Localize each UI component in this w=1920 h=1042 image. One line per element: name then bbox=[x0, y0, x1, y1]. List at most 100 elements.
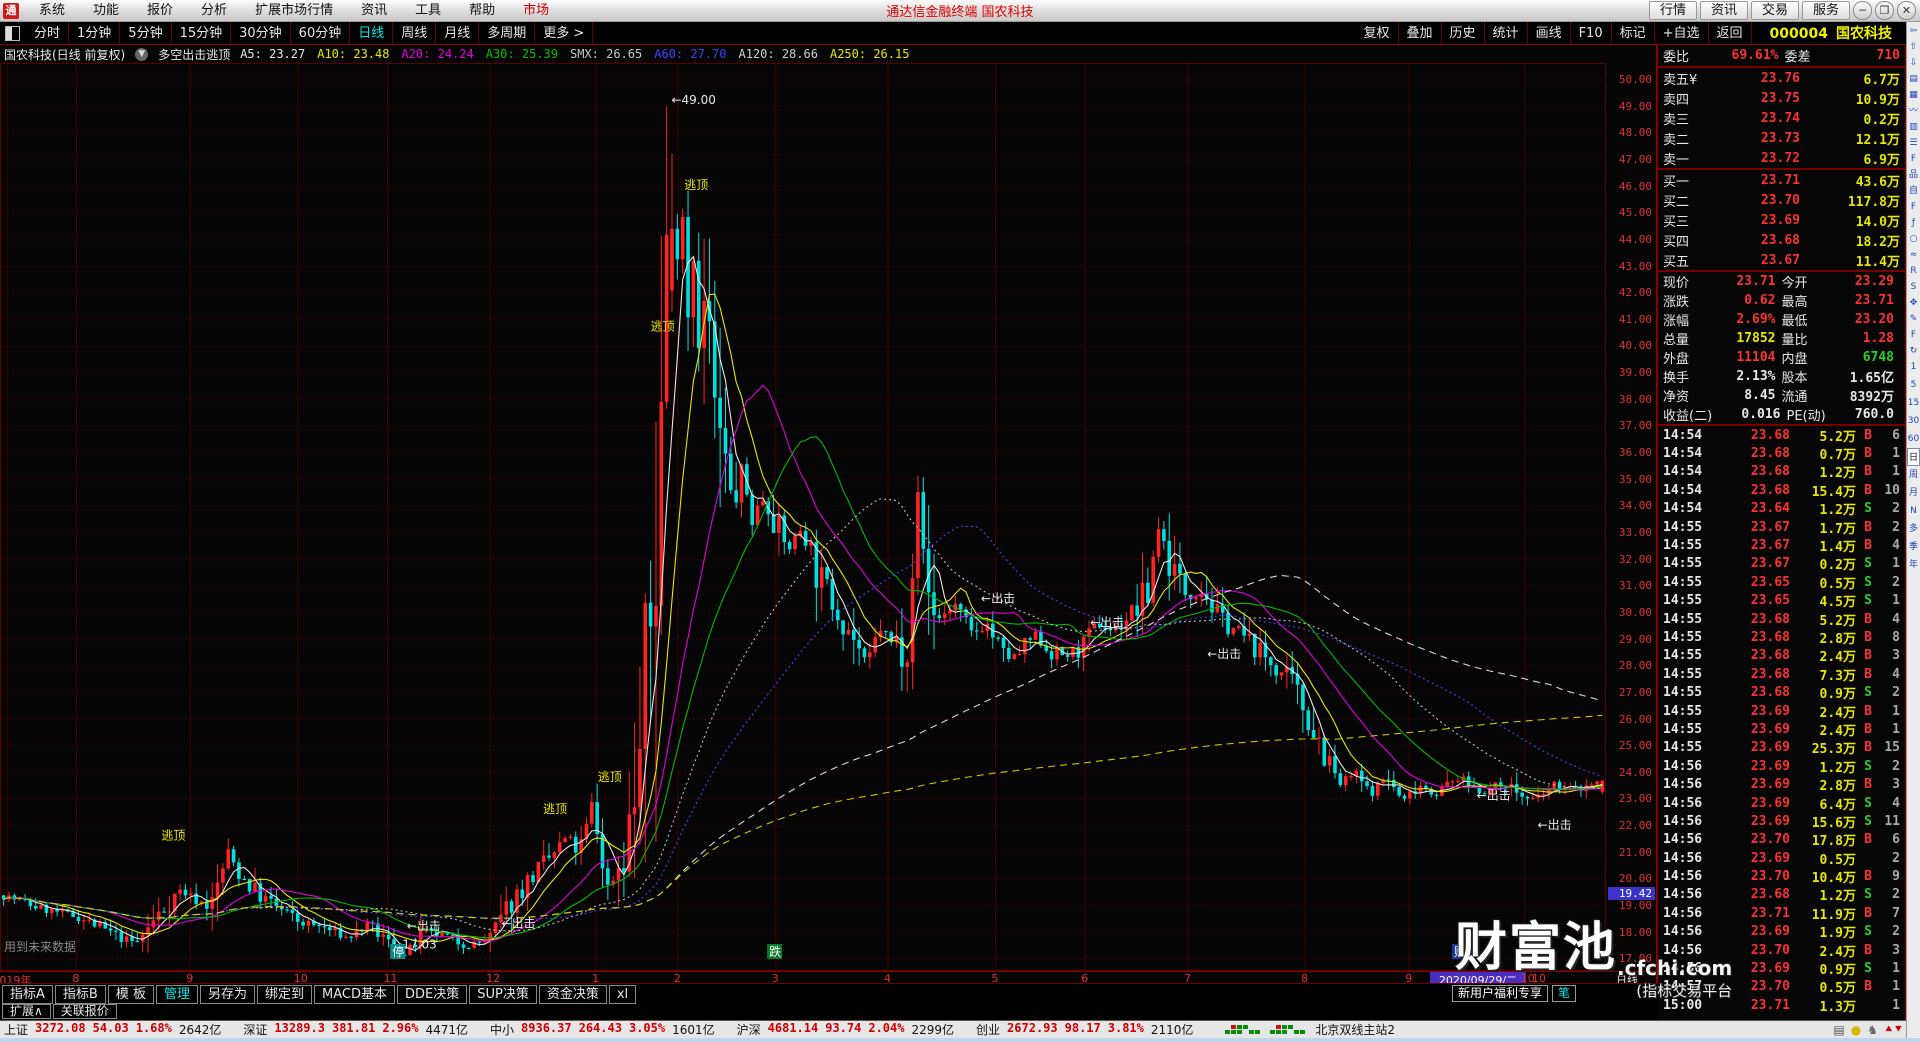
updown-icon[interactable]: ⯅⯆ bbox=[1883, 1022, 1904, 1036]
restore-button[interactable]: ❐ bbox=[1875, 1, 1894, 20]
strip-icon[interactable]: F bbox=[1910, 330, 1917, 340]
indicator-tab-资金决策[interactable]: 资金决策 bbox=[538, 984, 607, 1004]
action-tab-统计[interactable]: 统计 bbox=[1485, 21, 1528, 45]
period-tab-5分钟[interactable]: 5分钟 bbox=[120, 21, 172, 45]
period-tab-30分钟[interactable]: 30分钟 bbox=[231, 21, 291, 45]
strip-period-季[interactable]: 季 bbox=[1908, 542, 1918, 552]
action-tab-标记[interactable]: 标记 bbox=[1612, 21, 1655, 45]
menu-item-帮助[interactable]: 帮助 bbox=[469, 2, 496, 18]
strip-icon[interactable]: R bbox=[1910, 266, 1917, 276]
period-tab-分时[interactable]: 分时 bbox=[26, 21, 70, 45]
strip-period-年[interactable]: 年 bbox=[1908, 560, 1918, 570]
close-button[interactable]: ✕ bbox=[1897, 1, 1916, 20]
minimize-button[interactable]: ─ bbox=[1853, 1, 1872, 20]
heat-cell bbox=[1255, 1030, 1261, 1034]
action-tab-F10[interactable]: F10 bbox=[1571, 21, 1612, 45]
titlebar-button-服务[interactable]: 服务 bbox=[1801, 1, 1850, 20]
strip-period-周[interactable]: 周 bbox=[1908, 470, 1918, 480]
back-arrow-icon[interactable]: ⇦ bbox=[1909, 26, 1918, 36]
strip-icon[interactable]: ▦ bbox=[1909, 90, 1918, 100]
strip-period-N[interactable]: N bbox=[1910, 506, 1917, 516]
action-tab-历史[interactable]: 历史 bbox=[1442, 21, 1485, 45]
menu-item-分析[interactable]: 分析 bbox=[201, 2, 228, 18]
strip-icon[interactable]: ▥ bbox=[1909, 122, 1918, 132]
indicator-tab-模 板[interactable]: 模 板 bbox=[107, 984, 154, 1004]
strip-icon[interactable]: ☰ bbox=[1909, 138, 1918, 148]
extension-tab-关联报价[interactable]: 关联报价 bbox=[52, 1004, 117, 1019]
titlebar-button-交易[interactable]: 交易 bbox=[1750, 1, 1799, 20]
menu-item-报价[interactable]: 报价 bbox=[147, 2, 174, 18]
period-tab-更多 >[interactable]: 更多 > bbox=[535, 21, 594, 45]
titlebar-button-行情[interactable]: 行情 bbox=[1648, 1, 1697, 20]
strip-icon[interactable]: ▤ bbox=[1909, 74, 1918, 84]
collapse-icon[interactable]: ▼ bbox=[135, 47, 149, 61]
indicator-tab-指标B[interactable]: 指标B bbox=[54, 984, 106, 1004]
indicator-tab-MACD基本[interactable]: MACD基本 bbox=[314, 984, 395, 1004]
strip-period-多[interactable]: 多 bbox=[1908, 524, 1918, 534]
weicha-value: 710 bbox=[1876, 48, 1900, 63]
list-icon[interactable]: ▤ bbox=[1833, 1022, 1845, 1037]
indicator-tab-DDE决策[interactable]: DDE决策 bbox=[396, 984, 468, 1004]
strip-icon[interactable]: 〰 bbox=[1908, 106, 1918, 116]
strip-icon[interactable]: F bbox=[1910, 202, 1917, 212]
bell-icon[interactable]: ♞ bbox=[1867, 1022, 1878, 1037]
period-tab-日线[interactable]: 日线 bbox=[350, 21, 394, 45]
strip-icon[interactable]: F bbox=[1910, 154, 1917, 164]
kline-plot[interactable]: ←49.00 逃顶 逃顶 逃顶 逃顶 逃顶 ←出击 ←出击 ←出击 ←出击 ←出击 ←出击 ←17.03… bbox=[0, 63, 1606, 971]
strip-icon[interactable]: ⇩ bbox=[1909, 58, 1918, 68]
menu-item-工具[interactable]: 工具 bbox=[415, 2, 442, 18]
strip-icon[interactable]: ✥ bbox=[1909, 298, 1918, 308]
indicator-tab-SUP决策[interactable]: SUP决策 bbox=[469, 984, 537, 1004]
indicator-tab-绑定到[interactable]: 绑定到 bbox=[257, 984, 313, 1004]
panel-toggle-icon[interactable] bbox=[5, 25, 20, 41]
promo-banner[interactable]: 新用户福利专享 bbox=[1452, 985, 1549, 1002]
action-tab-+自选[interactable]: +自选 bbox=[1655, 21, 1709, 45]
strip-icon[interactable]: ⇧ bbox=[1909, 42, 1918, 52]
coin-icon[interactable]: ● bbox=[1850, 1022, 1862, 1037]
strip-period-月[interactable]: 月 bbox=[1908, 488, 1918, 498]
promo-tab[interactable]: 笔 bbox=[1552, 985, 1577, 1002]
extension-tab-扩展∧[interactable]: 扩展∧ bbox=[2, 1004, 51, 1019]
strip-period-1[interactable]: 1 bbox=[1910, 362, 1917, 372]
strip-icon[interactable]: ✎ bbox=[1909, 314, 1918, 324]
action-tab-画线[interactable]: 画线 bbox=[1528, 21, 1571, 45]
strip-period-5[interactable]: 5 bbox=[1910, 380, 1917, 390]
strip-period-30[interactable]: 30 bbox=[1907, 416, 1920, 426]
strip-period-60[interactable]: 60 bbox=[1907, 434, 1920, 444]
period-tab-多周期[interactable]: 多周期 bbox=[479, 21, 536, 45]
strip-icon[interactable]: ≈ bbox=[1909, 250, 1918, 260]
action-tab-复权[interactable]: 复权 bbox=[1356, 21, 1399, 45]
menu-item-资讯[interactable]: 资讯 bbox=[361, 2, 388, 18]
period-tab-60分钟[interactable]: 60分钟 bbox=[291, 21, 351, 45]
action-tab-返回[interactable]: 返回 bbox=[1709, 21, 1752, 45]
index-quote-创业[interactable]: 创业 2672.93 98.17 3.81% 2110亿 bbox=[976, 1021, 1193, 1038]
strip-icon[interactable]: ○ bbox=[1909, 234, 1918, 244]
indicator-tab-管理[interactable]: 管理 bbox=[155, 984, 198, 1004]
menu-item-功能[interactable]: 功能 bbox=[93, 2, 120, 18]
action-tab-叠加[interactable]: 叠加 bbox=[1399, 21, 1442, 45]
trade-time: 14:55 bbox=[1663, 611, 1703, 627]
period-tab-15分钟[interactable]: 15分钟 bbox=[172, 21, 232, 45]
strip-icon[interactable]: ↻ bbox=[1909, 346, 1918, 356]
trade-ticks[interactable]: 14:54 23.68 5.2万 B 6 14:54 23.68 0.7万 B 1 14:54 23.… bbox=[1658, 424, 1905, 1015]
titlebar-button-资讯[interactable]: 资讯 bbox=[1699, 1, 1748, 20]
menu-item-系统[interactable]: 系统 bbox=[39, 2, 66, 18]
strip-period-15[interactable]: 15 bbox=[1907, 398, 1920, 408]
strip-icon[interactable]: 品 bbox=[1908, 170, 1918, 180]
strip-icon[interactable]: 自 bbox=[1908, 186, 1918, 196]
period-tab-周线[interactable]: 周线 bbox=[393, 21, 437, 45]
menu-item-扩展市场行情[interactable]: 扩展市场行情 bbox=[255, 2, 334, 18]
strip-icon[interactable]: ƒ bbox=[1911, 218, 1916, 228]
period-tab-月线[interactable]: 月线 bbox=[436, 21, 480, 45]
index-quote-上证[interactable]: 上证 3272.08 54.03 1.68% 2642亿 bbox=[4, 1021, 221, 1038]
indicator-tab-指标A[interactable]: 指标A bbox=[2, 984, 53, 1004]
index-quote-中小[interactable]: 中小 8936.37 264.43 3.05% 1601亿 bbox=[490, 1021, 715, 1038]
period-tab-1分钟[interactable]: 1分钟 bbox=[69, 21, 121, 45]
strip-period-日[interactable]: 日 bbox=[1907, 448, 1920, 466]
menu-item-market[interactable]: 市场 bbox=[523, 2, 550, 18]
indicator-tab-xl[interactable]: xl bbox=[608, 984, 637, 1004]
strip-icon[interactable]: S bbox=[1910, 282, 1917, 292]
index-quote-沪深[interactable]: 沪深 4681.14 93.74 2.04% 2299亿 bbox=[737, 1021, 954, 1038]
index-quote-深证[interactable]: 深证 13289.3 381.81 2.96% 4471亿 bbox=[243, 1021, 468, 1038]
indicator-tab-另存为[interactable]: 另存为 bbox=[199, 984, 255, 1004]
